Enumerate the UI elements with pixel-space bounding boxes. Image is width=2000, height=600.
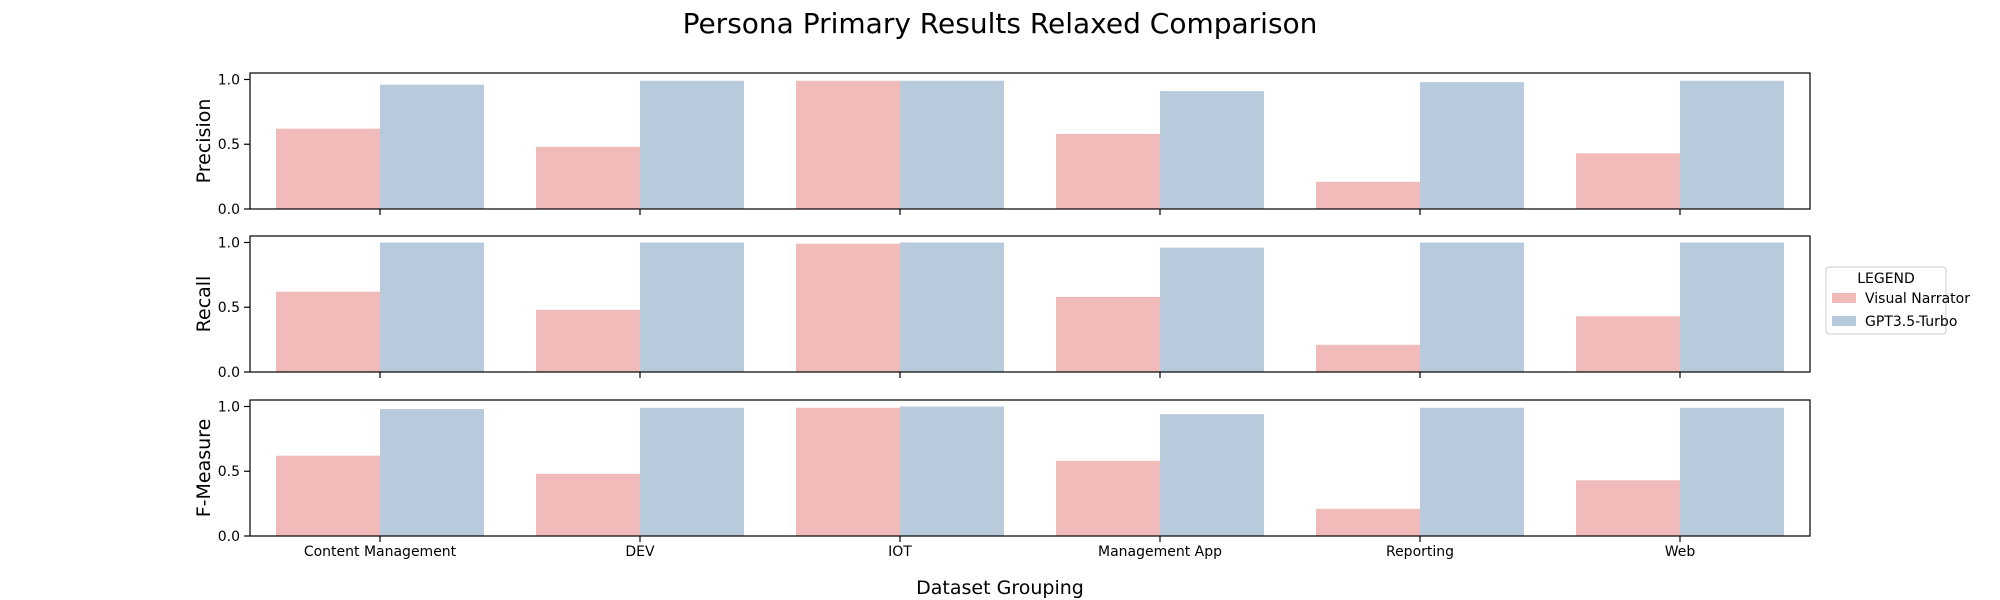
y-axis-label-f-measure: F-Measure: [193, 419, 215, 518]
bar-f-measure-gpt3-5-turbo-management-app: [1160, 414, 1264, 536]
bar-recall-gpt3-5-turbo-content-management: [380, 242, 484, 372]
panel-recall: 0.0 0.5 1.0 Recall: [193, 235, 1811, 381]
bar-f-measure-visual-narrator-web: [1576, 480, 1680, 536]
bar-precision-visual-narrator-management-app: [1056, 133, 1160, 209]
chart-panels: 0.00.51.0Precision0.00.51.0Recall0.00.51…: [193, 72, 1811, 545]
bar-f-measure-gpt3-5-turbo-iot: [900, 406, 1004, 536]
bar-f-measure-visual-narrator-iot: [796, 407, 900, 536]
y-tick-label: 1.0: [218, 72, 240, 88]
panel-f-measure: 0.0 0.5 1.0F-Measure: [193, 399, 1811, 545]
x-tick-label-dev: DEV: [625, 544, 655, 560]
x-axis-label: Dataset Grouping: [916, 577, 1084, 599]
bar-recall-gpt3-5-turbo-management-app: [1160, 247, 1264, 372]
bar-precision-visual-narrator-reporting: [1316, 181, 1420, 209]
bar-precision-gpt3-5-turbo-web: [1680, 80, 1784, 210]
x-tick-label-iot: IOT: [888, 544, 912, 560]
bar-recall-visual-narrator-content-management: [276, 291, 380, 372]
bar-precision-gpt3-5-turbo-dev: [640, 80, 744, 210]
bar-recall-visual-narrator-iot: [796, 243, 900, 372]
bar-precision-gpt3-5-turbo-iot: [900, 80, 1004, 210]
legend-title: LEGEND: [1857, 271, 1915, 287]
bar-f-measure-gpt3-5-turbo-dev: [640, 407, 744, 536]
x-tick-label-web: Web: [1665, 544, 1696, 560]
y-tick-label: 1.0: [218, 399, 240, 415]
bar-recall-visual-narrator-management-app: [1056, 296, 1160, 372]
x-tick-label-reporting: Reporting: [1386, 544, 1454, 560]
bar-recall-visual-narrator-web: [1576, 316, 1680, 372]
legend-label-visual-narrator: Visual Narrator: [1865, 291, 1970, 307]
y-tick-label: 0.0: [218, 365, 240, 381]
panel-frame: [249, 235, 1811, 373]
y-tick-label: 0.0: [218, 202, 240, 218]
bar-f-measure-gpt3-5-turbo-reporting: [1420, 407, 1524, 536]
bar-f-measure-visual-narrator-reporting: [1316, 508, 1420, 536]
y-tick-label: 0.5: [218, 300, 240, 316]
legend: LEGEND Visual Narrator GPT3.5-Turbo: [1825, 266, 1970, 335]
bar-f-measure-visual-narrator-content-management: [276, 455, 380, 536]
panel-frame: [249, 399, 1811, 537]
y-axis-label-precision: Precision: [193, 99, 215, 184]
bar-recall-visual-narrator-reporting: [1316, 344, 1420, 372]
x-tick-label-content-management: Content Management: [304, 544, 457, 560]
legend-swatch-visual-narrator: [1832, 293, 1856, 303]
bar-precision-visual-narrator-dev: [536, 146, 640, 209]
bar-f-measure-gpt3-5-turbo-content-management: [380, 409, 484, 536]
bar-f-measure-visual-narrator-dev: [536, 473, 640, 536]
y-tick-label: 1.0: [218, 235, 240, 251]
y-axis-label-recall: Recall: [193, 276, 215, 333]
bar-precision-gpt3-5-turbo-management-app: [1160, 91, 1264, 209]
bar-f-measure-gpt3-5-turbo-web: [1680, 407, 1784, 536]
bar-precision-gpt3-5-turbo-content-management: [380, 84, 484, 209]
panel-frame: [249, 72, 1811, 210]
bar-recall-gpt3-5-turbo-reporting: [1420, 242, 1524, 372]
bar-recall-gpt3-5-turbo-dev: [640, 242, 744, 372]
bar-recall-gpt3-5-turbo-web: [1680, 242, 1784, 372]
bar-precision-visual-narrator-iot: [796, 80, 900, 210]
bar-precision-visual-narrator-web: [1576, 153, 1680, 209]
bar-f-measure-visual-narrator-management-app: [1056, 460, 1160, 536]
x-tick-label-management-app: Management App: [1098, 544, 1222, 560]
bar-precision-visual-narrator-content-management: [276, 128, 380, 209]
legend-label-gpt35-turbo: GPT3.5-Turbo: [1865, 314, 1957, 330]
bar-recall-gpt3-5-turbo-iot: [900, 242, 1004, 372]
y-tick-label: 0.5: [218, 137, 240, 153]
y-tick-label: 0.5: [218, 464, 240, 480]
chart-title: Persona Primary Results Relaxed Comparis…: [683, 7, 1318, 40]
x-tick-labels: Content Management DEV IOT Management App Re…: [304, 544, 1696, 560]
legend-swatch-gpt35-turbo: [1832, 316, 1856, 326]
bar-precision-gpt3-5-turbo-reporting: [1420, 82, 1524, 209]
y-tick-label: 0.0: [218, 529, 240, 545]
bar-recall-visual-narrator-dev: [536, 309, 640, 372]
